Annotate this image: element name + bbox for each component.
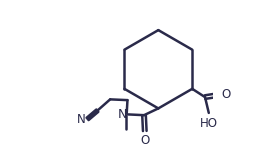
Text: HO: HO bbox=[200, 117, 218, 130]
Text: O: O bbox=[140, 134, 149, 147]
Text: N: N bbox=[118, 108, 128, 121]
Text: O: O bbox=[221, 88, 230, 101]
Text: N: N bbox=[77, 113, 86, 126]
